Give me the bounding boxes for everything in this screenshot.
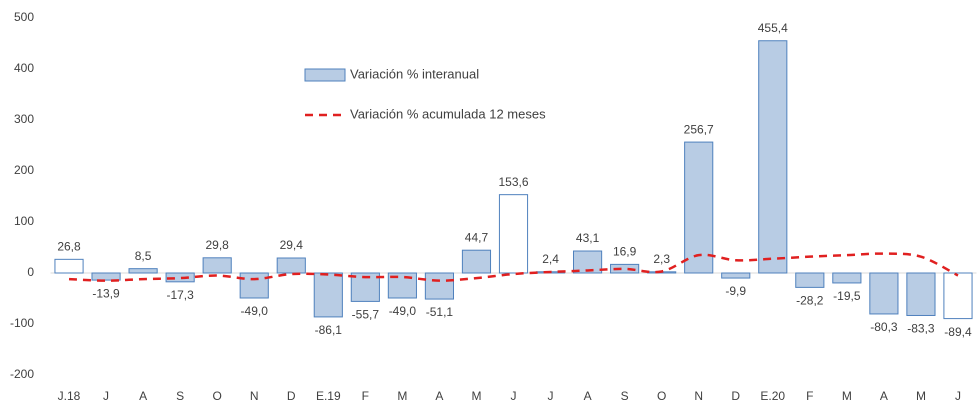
bar [721, 272, 751, 279]
bar [795, 272, 825, 288]
x-tick-label: O [213, 389, 222, 403]
bar [54, 258, 84, 274]
x-tick-label: J [103, 389, 109, 403]
data-label: -49,0 [241, 304, 269, 318]
x-tick-label: N [250, 389, 259, 403]
data-label: 2,4 [542, 252, 559, 266]
y-tick-label: 200 [14, 163, 34, 177]
x-tick-label: S [176, 389, 184, 403]
bar [573, 250, 603, 274]
x-tick-label: A [880, 389, 888, 403]
data-label: 455,4 [758, 21, 788, 35]
data-label: 2,3 [653, 252, 670, 266]
bar [943, 272, 973, 320]
bar [832, 272, 862, 284]
data-label: 29,4 [280, 238, 304, 252]
data-label: -28,2 [796, 294, 824, 308]
x-tick-label: J.18 [58, 389, 81, 403]
y-tick-label: 300 [14, 112, 34, 126]
bar [202, 257, 232, 274]
x-tick-label: M [397, 389, 407, 403]
bar [610, 263, 640, 274]
legend-label: Variación % interanual [350, 66, 479, 81]
data-label: -80,3 [870, 320, 898, 334]
bar [869, 272, 899, 315]
x-tick-label: A [584, 389, 592, 403]
bar [91, 272, 121, 281]
y-tick-label: 500 [14, 10, 34, 24]
data-label: -55,7 [352, 308, 380, 322]
x-tick-label: N [694, 389, 703, 403]
data-label: -19,5 [833, 289, 861, 303]
x-tick-label: E.19 [316, 389, 341, 403]
x-tick-label: D [731, 389, 740, 403]
x-tick-label: F [362, 389, 369, 403]
data-label: -9,9 [725, 284, 746, 298]
x-tick-label: M [471, 389, 481, 403]
bar [239, 272, 269, 299]
data-label: 16,9 [613, 245, 637, 259]
data-label: 43,1 [576, 231, 600, 245]
line [68, 252, 959, 282]
y-tick-label: 400 [14, 61, 34, 75]
bar [684, 141, 714, 274]
y-tick-label: -200 [10, 367, 34, 381]
data-label: 8,5 [135, 249, 152, 263]
x-tick-label: S [621, 389, 629, 403]
data-label: -89,4 [944, 325, 972, 339]
x-tick-label: A [435, 389, 443, 403]
bar [498, 194, 529, 274]
data-label: -49,0 [389, 304, 417, 318]
y-tick-label: 0 [27, 265, 34, 279]
bar [276, 257, 306, 274]
bar [313, 272, 343, 318]
bar [165, 272, 195, 283]
x-tick-label: J [511, 389, 517, 403]
data-label: -83,3 [907, 322, 935, 336]
legend-label: Variación % acumulada 12 meses [350, 106, 546, 121]
data-label: 44,7 [465, 230, 489, 244]
x-tick-label: J [548, 389, 554, 403]
legend-swatch [304, 68, 346, 82]
data-label: -17,3 [166, 288, 194, 302]
y-tick-label: 100 [14, 214, 34, 228]
data-label: 29,8 [206, 238, 230, 252]
data-label: -86,1 [315, 323, 343, 337]
bar [758, 40, 788, 274]
bar [906, 272, 936, 316]
y-tick-label: -100 [10, 316, 34, 330]
data-label: -51,1 [426, 305, 454, 319]
data-label: -13,9 [92, 286, 120, 300]
x-tick-label: A [139, 389, 147, 403]
x-tick-label: J [955, 389, 961, 403]
bar [461, 249, 492, 274]
x-tick-label: O [657, 389, 666, 403]
x-tick-label: E.20 [760, 389, 785, 403]
x-tick-label: M [916, 389, 926, 403]
data-label: 26,8 [57, 240, 81, 254]
x-tick-label: D [287, 389, 296, 403]
data-label: 256,7 [684, 122, 714, 136]
x-tick-label: F [806, 389, 813, 403]
bar [424, 272, 454, 300]
x-tick-label: M [842, 389, 852, 403]
bar [128, 268, 158, 274]
data-label: 153,6 [498, 175, 528, 189]
